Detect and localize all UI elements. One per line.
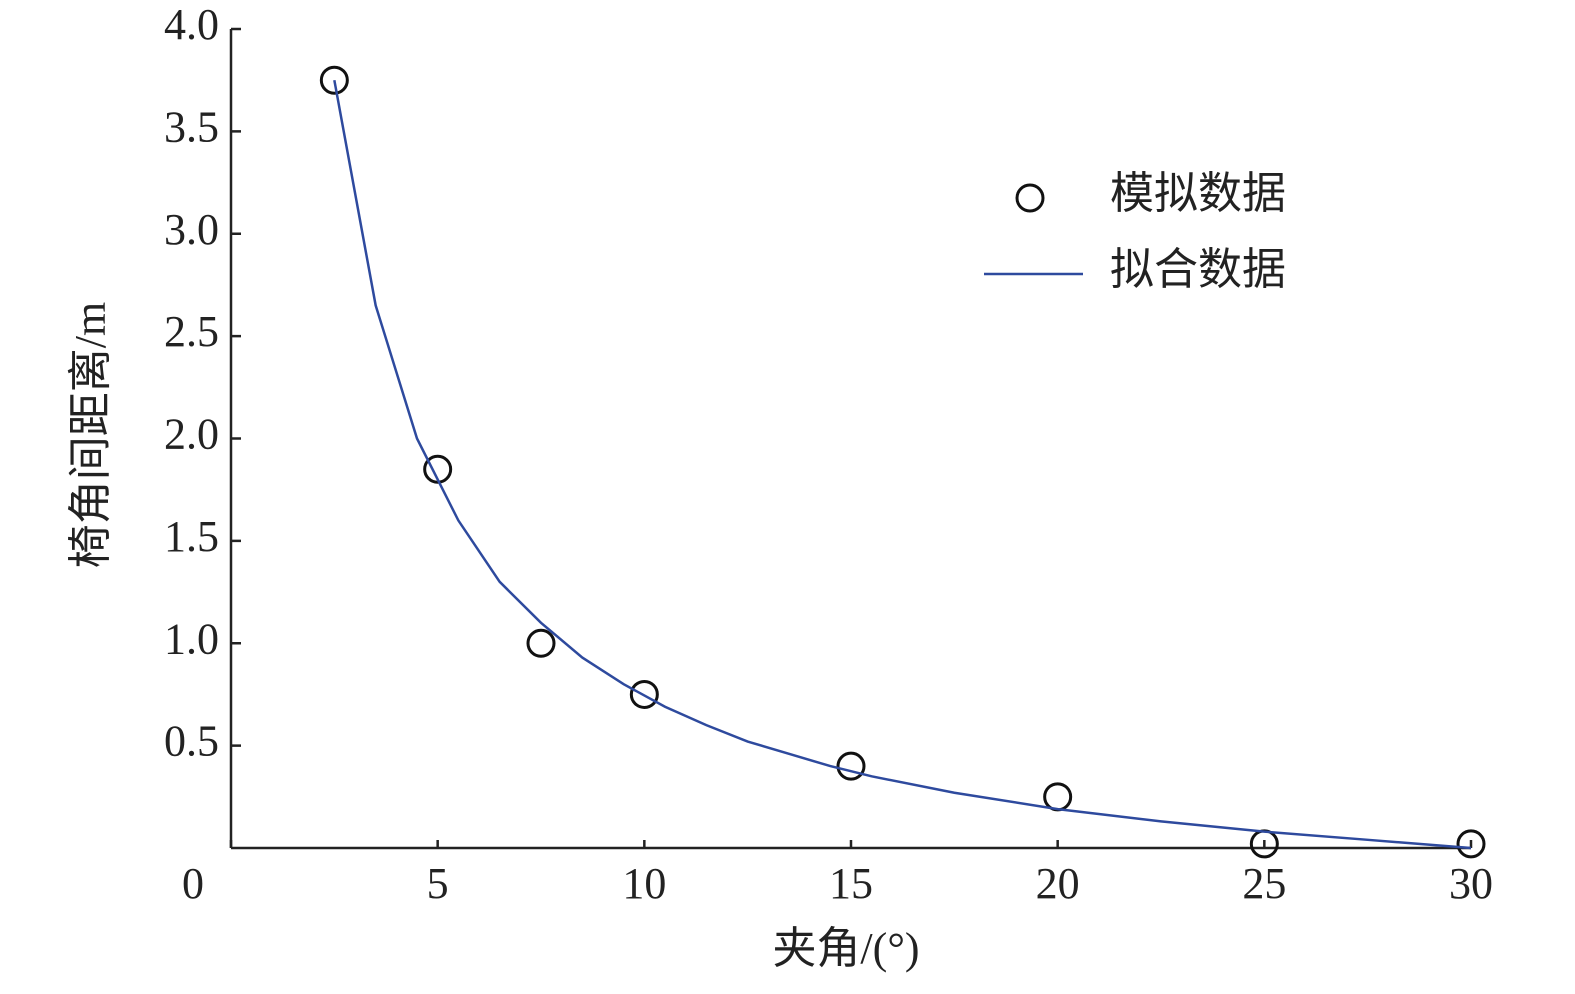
y-tick-label: 2.0: [164, 410, 219, 459]
data-point: [1456, 829, 1486, 859]
x-tick-label: 5: [427, 859, 449, 908]
x-tick-label: 15: [829, 859, 873, 908]
data-point: [629, 679, 659, 709]
y-tick-label: 0.5: [164, 717, 219, 766]
data-point: [526, 628, 556, 658]
y-axis-label: 椅角间距离/m: [66, 302, 115, 568]
y-tick-label: 3.0: [164, 205, 219, 254]
data-point: [836, 751, 866, 781]
x-tick-label: 30: [1449, 859, 1493, 908]
y-tick-label: 1.0: [164, 614, 219, 663]
fit-line: [333, 79, 1472, 850]
y-tick-label: 1.5: [164, 512, 219, 561]
legend-label: 拟合数据: [1110, 245, 1286, 294]
y-tick-label: 4.0: [164, 0, 219, 49]
legend-label: 模拟数据: [1110, 169, 1286, 218]
x-axis-label: 夹角/(°): [772, 924, 919, 973]
x-tick-label: 0: [182, 859, 204, 908]
x-tick-label: 25: [1242, 859, 1286, 908]
x-tick-label: 20: [1036, 859, 1080, 908]
y-tick-label: 3.5: [164, 102, 219, 151]
legend-marker: [1015, 183, 1045, 213]
data-point: [319, 65, 349, 95]
data-point: [1043, 782, 1073, 812]
x-tick-label: 10: [622, 859, 666, 908]
y-tick-label: 2.5: [164, 307, 219, 356]
